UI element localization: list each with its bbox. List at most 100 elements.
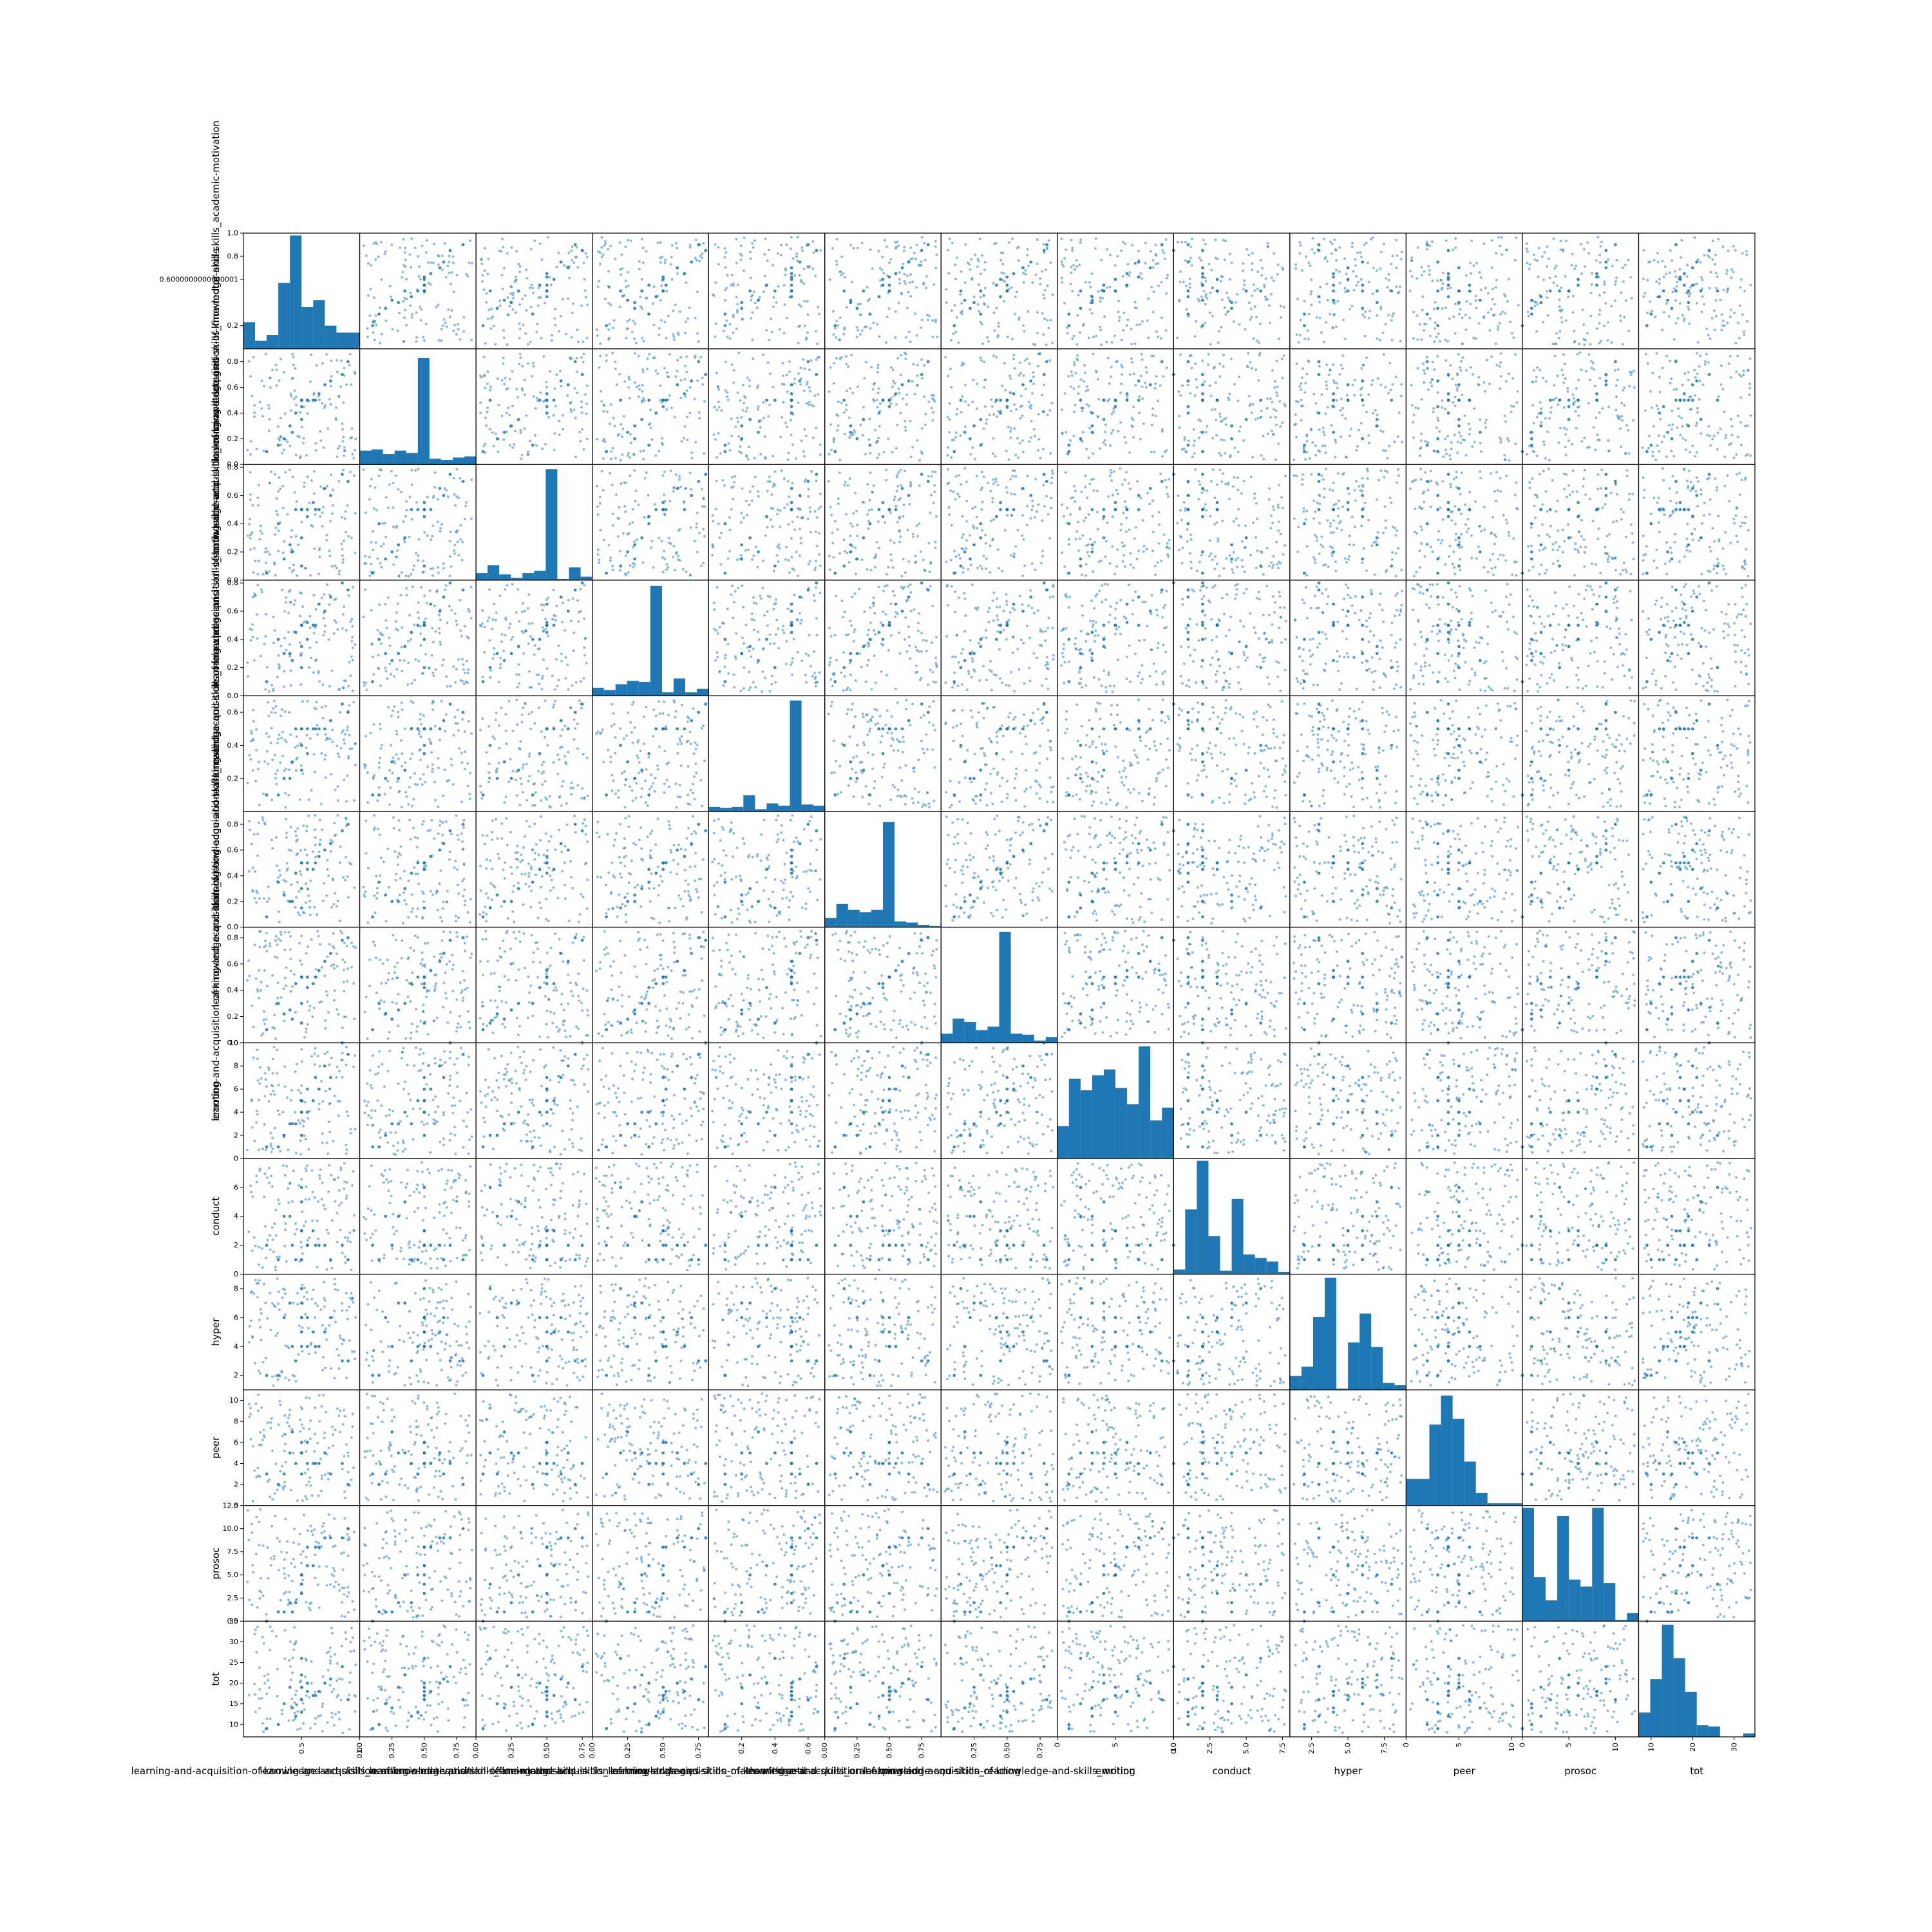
- scatter-point: [1723, 410, 1726, 413]
- scatter-point: [1549, 411, 1552, 414]
- scatter-point: [663, 261, 667, 265]
- scatter-point: [1376, 337, 1379, 341]
- scatter-point: [809, 531, 812, 534]
- scatter-point: [886, 316, 889, 319]
- scatter-point: [1154, 253, 1157, 256]
- scatter-point: [509, 292, 513, 295]
- scatter-point: [619, 564, 623, 568]
- scatter-point: [885, 341, 888, 345]
- scatter-point: [1141, 320, 1144, 323]
- scatter-point: [790, 399, 793, 402]
- scatter-point: [1116, 254, 1119, 258]
- scatter-point: [1591, 272, 1593, 275]
- scatter-point: [1527, 314, 1530, 317]
- scatter-point: [1659, 417, 1662, 421]
- scatter-point: [728, 323, 732, 326]
- scatter-point: [1250, 316, 1253, 319]
- scatter-point: [1345, 560, 1349, 564]
- scatter-point: [403, 316, 406, 319]
- scatter-point: [1194, 468, 1197, 471]
- scatter-point: [566, 394, 569, 397]
- scatter-point: [619, 289, 623, 293]
- scatter-point: [757, 430, 760, 434]
- scatter-point: [1124, 471, 1128, 474]
- scatter-point: [567, 297, 570, 300]
- scatter-point: [1727, 287, 1730, 290]
- scatter-point: [960, 411, 963, 414]
- scatter-point: [293, 491, 296, 494]
- scatter-point: [1072, 263, 1075, 267]
- scatter-point: [1303, 450, 1306, 453]
- scatter-point: [1179, 509, 1182, 512]
- panel-r1-c7: [1057, 348, 1175, 465]
- scatter-point: [1238, 430, 1241, 433]
- scatter-point: [342, 401, 345, 404]
- scatter-point: [1503, 414, 1506, 417]
- scatter-point: [679, 486, 683, 489]
- scatter-point: [567, 251, 571, 254]
- scatter-point: [1049, 319, 1052, 322]
- scatter-point: [1164, 478, 1167, 482]
- histogram-bar: [406, 453, 418, 465]
- scatter-point: [310, 354, 313, 357]
- scatter-point: [1645, 324, 1649, 328]
- scatter-point: [369, 287, 372, 290]
- scatter-point: [931, 470, 934, 473]
- scatter-point: [1685, 275, 1689, 278]
- scatter-point: [1160, 430, 1164, 433]
- scatter-point: [1168, 478, 1171, 481]
- scatter-point: [1615, 395, 1618, 399]
- scatter-point: [802, 358, 805, 361]
- scatter-point: [766, 489, 769, 493]
- scatter-point: [419, 305, 422, 308]
- scatter-point: [1242, 479, 1245, 482]
- scatter-point: [1539, 401, 1542, 404]
- scatter-point: [852, 512, 855, 515]
- scatter-point: [535, 397, 538, 400]
- scatter-point: [1250, 411, 1253, 414]
- scatter-point: [1720, 328, 1723, 332]
- scatter-point: [1557, 403, 1560, 406]
- scatter-point: [1621, 343, 1624, 346]
- scatter-point: [571, 311, 574, 314]
- scatter-point: [1595, 259, 1598, 262]
- scatter-point: [968, 307, 972, 310]
- scatter-point: [964, 425, 967, 428]
- scatter-point: [466, 274, 469, 278]
- scatter-point: [330, 565, 334, 568]
- scatter-point: [1482, 316, 1486, 319]
- scatter-point: [656, 294, 659, 298]
- scatter-point: [570, 410, 573, 413]
- scatter-point: [832, 333, 835, 336]
- scatter-point: [1293, 474, 1296, 477]
- scatter-point: [1092, 336, 1095, 339]
- scatter-point: [1032, 371, 1035, 374]
- scatter-point: [1208, 384, 1211, 387]
- scatter-point: [1394, 375, 1397, 379]
- scatter-point: [1196, 569, 1199, 573]
- scatter-point: [249, 536, 252, 540]
- scatter-point: [314, 399, 317, 402]
- scatter-point: [1433, 368, 1436, 371]
- scatter-point: [1166, 545, 1169, 549]
- scatter-point: [1070, 385, 1073, 388]
- scatter-point: [629, 433, 632, 436]
- scatter-point: [1199, 419, 1202, 422]
- scatter-point: [353, 474, 356, 477]
- scatter-point: [676, 359, 679, 362]
- scatter-point: [867, 509, 871, 512]
- scatter-point: [927, 318, 930, 321]
- scatter-point: [605, 359, 608, 363]
- scatter-point: [1160, 337, 1163, 340]
- scatter-point: [715, 408, 719, 412]
- scatter-point: [614, 360, 617, 363]
- scatter-point: [920, 550, 923, 553]
- scatter-point: [750, 558, 753, 561]
- scatter-point: [670, 256, 673, 259]
- scatter-point: [894, 241, 897, 244]
- scatter-point: [833, 450, 837, 453]
- scatter-point: [773, 289, 777, 293]
- scatter-point: [1540, 407, 1543, 410]
- scatter-point: [876, 406, 879, 409]
- scatter-point: [1567, 417, 1571, 421]
